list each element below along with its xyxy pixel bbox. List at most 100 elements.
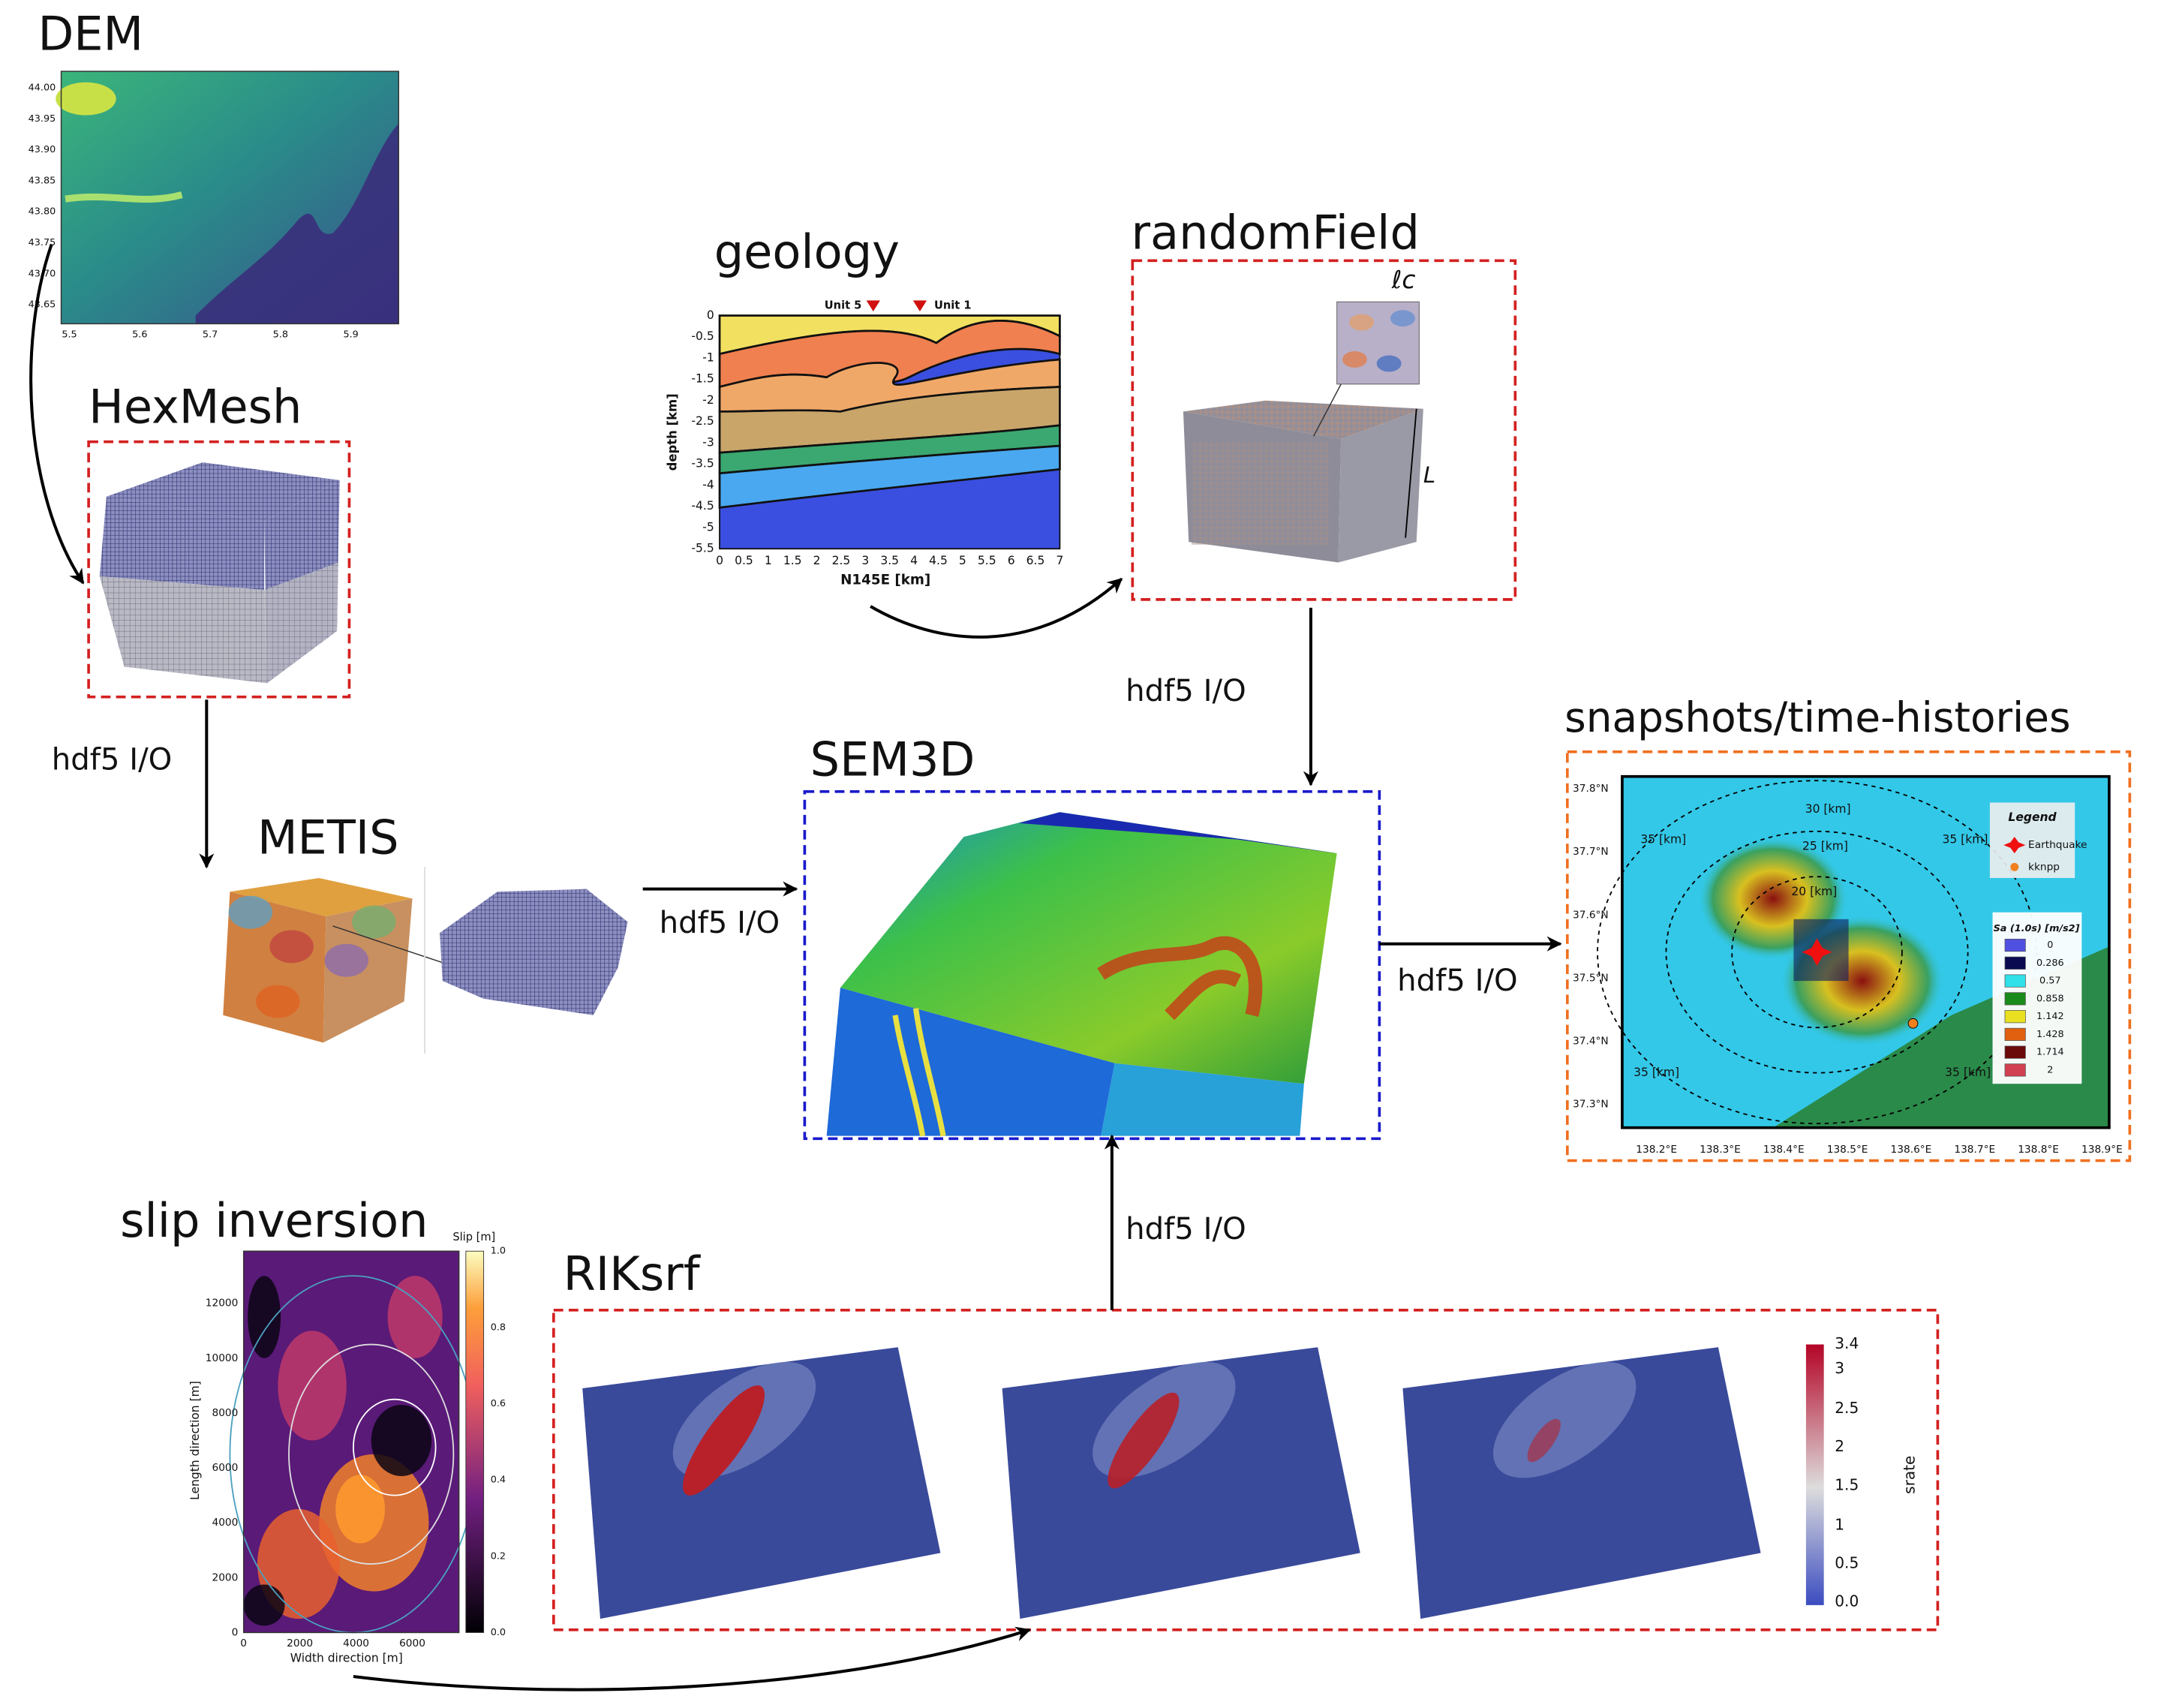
colorbar-value: 2 [2047,1064,2053,1075]
dem-y-tick: 43.95 [29,113,56,125]
srate-colorbar [1805,1344,1824,1605]
srate-colorbar-tick: 3.4 [1835,1334,1859,1352]
node-title: snapshots/time-histories [1564,693,2070,741]
dem-y-tick: 43.75 [29,237,56,248]
arrow [870,577,1123,639]
slip-y-label: Length direction [m] [188,1381,202,1500]
epicenter [1802,938,1832,966]
geology-y-tick: -2.5 [691,414,714,428]
edge-label: hdf5 I/O [1126,1212,1246,1246]
slip-rate-peak [1527,1418,1561,1463]
dem-y-tick: 43.85 [29,175,56,186]
map-x-tick: 138.6°E [1891,1144,1932,1156]
slip-contour [353,1398,437,1496]
geology-x-tick: 1.5 [783,554,802,567]
arrow [353,1626,1032,1691]
rf-inset-blob [1390,310,1415,327]
srate-colorbar-tick: 0.0 [1835,1592,1859,1610]
node-title: randomField [1131,206,1419,260]
geology-x-tick: 3 [861,554,869,567]
distance-ring [1731,876,1903,1029]
map-x-tick: 138.9°E [2081,1144,2123,1156]
geology-x-tick: 7 [1056,554,1063,567]
legend-title: Legend [2008,810,2057,824]
slip-colorbar-tick: 0.2 [491,1550,506,1562]
geology-x-tick: 4 [910,554,918,567]
kknpp-site [1907,1018,1919,1029]
colorbar-value: 0 [2047,940,2053,951]
map-y-tick: 37.3°N [1573,1099,1609,1111]
geology-x-tick: 5 [959,554,966,567]
geology-x-tick: 0 [716,554,723,567]
metis-partition [324,943,369,977]
geology-y-tick: -5 [702,520,714,534]
node-title: SEM3D [810,732,975,787]
metis-leader [332,925,457,968]
map-y-tick: 37.5°N [1573,972,1609,984]
colorbar-swatch [2004,1045,2026,1059]
map-y-tick: 37.4°N [1573,1036,1609,1048]
map-x-tick: 138.2°E [1636,1144,1677,1156]
geology-marker [912,300,927,311]
contour-label: 35 [km] [1945,1066,1991,1079]
colorbar-value: 1.142 [2036,1011,2064,1022]
cube-side-lower [264,562,338,684]
slip-y-tick: 0 [232,1626,239,1638]
map-x-tick: 138.8°E [2018,1144,2059,1156]
rf-top [1183,400,1423,439]
slip-patch [278,1331,347,1441]
dem-y-tick: 43.90 [29,144,56,155]
metis-partition [352,905,396,939]
slip-x-tick: 0 [240,1637,247,1649]
map-x-tick: 138.7°E [1954,1144,1995,1156]
geology-y-tick: 0 [707,308,714,322]
slip-patch [248,1276,281,1358]
rf-front-speck [1191,441,1329,545]
dem-x-tick: 5.5 [62,329,77,341]
contour-label: 35 [km] [1640,832,1686,846]
slip-rate-panel [582,1347,941,1619]
dashed-frame [552,1309,1940,1631]
node-title: METIS [257,810,399,865]
colorbar-value: 1.428 [2036,1029,2064,1040]
dashed-frame [87,440,351,699]
node-title: RIKsrf [564,1246,702,1301]
node-title: slip inversion [120,1193,428,1248]
geology-y-tick: -2 [702,393,714,407]
node-title: geology [714,224,900,279]
geology-marker-label: Unit 5 [825,299,862,312]
edge-label: hdf5 I/O [660,906,780,940]
sem-top [840,812,1337,1084]
geology-x-tick: 6.5 [1026,554,1045,567]
geology-y-tick: -4.5 [691,499,714,513]
geology-x-tick: 5.5 [978,554,996,567]
srate-colorbar-tick: 0.5 [1835,1554,1859,1572]
geology-y-tick: -5.5 [691,542,714,555]
map-frame [1621,774,2111,1129]
rf-side [1338,408,1423,563]
metis-front [223,892,326,1043]
srate-colorbar-tick: 2.5 [1835,1399,1859,1417]
dashed-frame [1131,259,1517,601]
dem-ridge [65,191,183,203]
metis-partition-mesh [440,889,628,1015]
geology-y-label: depth [km] [665,393,679,471]
cube-top [106,462,340,522]
srate-colorbar-tick: 3 [1835,1359,1844,1377]
slip-y-tick: 2000 [212,1571,238,1583]
map-x-tick: 138.4°E [1763,1144,1805,1156]
srate-colorbar-title: srate [1900,1456,1918,1494]
colorbar-value: 0.57 [2039,976,2060,987]
rf-dim [1405,408,1417,538]
slip-colorbar-tick: 0.8 [491,1322,506,1333]
slip-patch [387,1276,443,1358]
slip-patch [243,1584,285,1626]
geology-x-tick: 0.5 [735,554,753,567]
geology-y-tick: -4 [702,478,714,492]
geology-x-tick: 6 [1008,554,1015,567]
geology-x-tick: 2.5 [832,554,851,567]
slip-rate-peak [682,1385,765,1496]
geology-x-tick: 1 [765,554,772,567]
contour-label: 25 [km] [1802,839,1848,852]
distance-ring [1665,830,1969,1074]
